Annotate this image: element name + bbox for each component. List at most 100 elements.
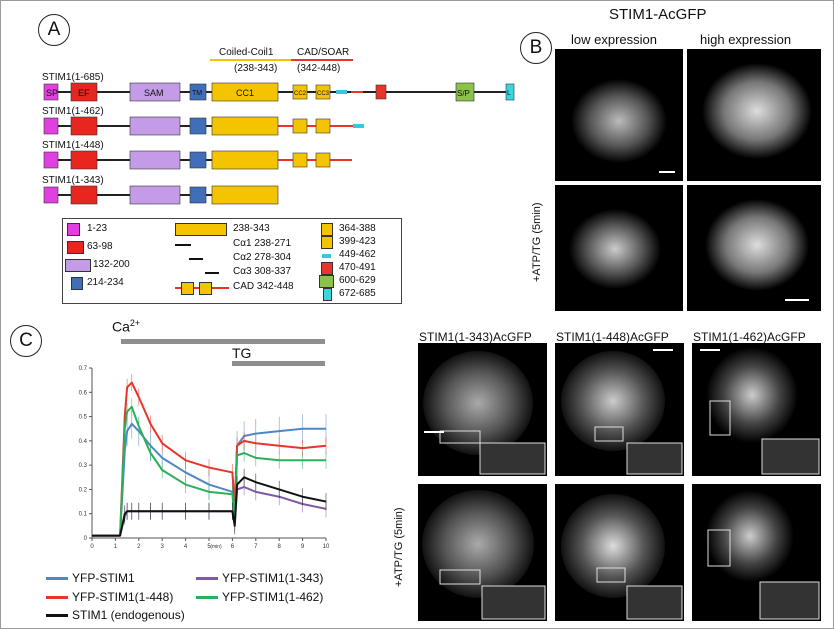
x-tick-label: 7	[254, 544, 258, 550]
high-expression-label: high expression	[700, 32, 792, 47]
cyan-segment	[336, 90, 347, 94]
y-tick-label: 0.5	[79, 415, 88, 421]
y-tick-label: 0.6	[79, 390, 88, 396]
panel-label-c: C	[10, 325, 42, 357]
panel-label-a: A	[38, 14, 70, 46]
micrograph-high-basal	[687, 49, 821, 181]
x-tick-label: 8	[278, 544, 282, 550]
scale-bar	[700, 349, 720, 351]
micrograph-448-treated	[555, 484, 684, 621]
series-line	[92, 381, 327, 537]
sp-label: SP	[46, 88, 58, 98]
construct-name-462: STIM1(1-462)	[42, 106, 104, 117]
legend-swatch-462	[196, 596, 218, 599]
legend-swatch-endogenous	[46, 614, 68, 617]
key-cc1: 238-343	[233, 223, 270, 234]
key-cc1-swatch	[175, 223, 227, 236]
legend-stim1: YFP-STIM1	[72, 571, 135, 585]
key-sp: 1-23	[87, 223, 108, 234]
key-sprich-swatch	[319, 275, 334, 288]
cc3-domain	[315, 84, 331, 100]
chart-series	[92, 374, 327, 537]
y-tick-label: 0.1	[79, 512, 88, 518]
key-ef: 63-98	[87, 241, 113, 252]
coiled-coil-label: Coiled-Coil1	[219, 47, 274, 58]
y-tick-label: 0.7	[79, 366, 88, 372]
x-tick-label: 2	[137, 544, 141, 550]
trunc-title-448: STIM1(1-448)AcGFP	[556, 330, 669, 344]
x-tick-label: 5	[207, 544, 211, 550]
x-tick-label: 3	[161, 544, 165, 550]
key-ef-swatch	[67, 241, 84, 254]
calcium-label-sup: 2+	[129, 318, 141, 328]
key-cc3: 399-423	[339, 236, 376, 247]
domain-key: 1-23 63-98 132-200 214-234 238-343 Cα1 2…	[62, 218, 402, 304]
key-red: 470-491	[339, 262, 376, 273]
sp-rich-label: S/P	[457, 89, 470, 98]
key-ca2-swatch	[189, 258, 203, 260]
sp-domain	[43, 83, 59, 101]
images-title: STIM1-AcGFP	[609, 6, 707, 23]
legend-swatch-stim1	[46, 577, 68, 580]
calcium-label: Ca2+	[112, 318, 140, 335]
construct-name-343: STIM1(1-343)	[42, 175, 104, 186]
x-tick-label: 6	[231, 544, 235, 550]
panel-label-b: B	[520, 32, 552, 64]
key-sam-swatch	[65, 259, 91, 272]
key-cyan: 449-462	[339, 249, 376, 260]
scale-bar	[659, 171, 675, 173]
key-cad-cc3-swatch	[199, 282, 212, 295]
tm-label: TM	[192, 90, 202, 97]
y-tick-label: 0.3	[79, 463, 88, 469]
x-tick-label: 1	[114, 544, 118, 550]
key-l: 672-685	[339, 288, 376, 299]
key-cad-cc2-swatch	[181, 282, 194, 295]
key-tm: 214-234	[87, 277, 124, 288]
ef-label: EF	[78, 88, 90, 98]
cad-bar	[291, 59, 353, 61]
key-cc3-swatch	[321, 236, 333, 249]
construct-name-685: STIM1(1-685)	[42, 72, 104, 83]
key-l-swatch	[323, 288, 332, 301]
key-cc2-swatch	[321, 223, 333, 236]
ef-domain	[70, 82, 98, 102]
legend-343: YFP-STIM1(1-343)	[222, 571, 324, 585]
legend-swatch-343	[196, 577, 218, 580]
coiled-coil-bar	[210, 59, 296, 61]
cad-label: CAD/SOAR	[297, 47, 350, 58]
micrograph-low-treated	[555, 185, 683, 311]
construct-name-448: STIM1(1-448)	[42, 140, 104, 151]
y-tick-label: 0.4	[79, 439, 88, 445]
cc1-domain	[211, 82, 279, 102]
sam-domain	[129, 82, 181, 102]
x-tick-label: 10	[323, 544, 330, 550]
construct-448-diagram	[43, 150, 352, 170]
treatment-label-trunc: +ATP/TG (5min)	[393, 507, 405, 587]
legend-swatch-448	[46, 596, 68, 599]
y-tick-label: 0	[84, 536, 88, 542]
series-line	[92, 422, 326, 537]
key-red-swatch	[321, 262, 333, 275]
sam-label: SAM	[144, 88, 164, 98]
treatment-label-b: +ATP/TG (5min)	[531, 202, 543, 282]
series-line	[92, 405, 326, 537]
x-tick-label: 9	[301, 544, 305, 550]
key-ca1: Cα1 238-271	[233, 238, 292, 249]
key-sam: 132-200	[93, 259, 130, 270]
cc2-label: CC2	[294, 91, 307, 97]
scale-bar	[424, 431, 444, 433]
tg-bar	[232, 361, 325, 366]
x-axis-label: (min)	[210, 544, 222, 550]
cad-range: (342-448)	[297, 63, 341, 74]
legend-448: YFP-STIM1(1-448)	[72, 590, 174, 604]
cc1-label: CC1	[236, 88, 254, 98]
micrograph-343-treated	[418, 484, 547, 621]
l-domain	[505, 83, 515, 101]
micrograph-low-basal	[555, 49, 683, 181]
coiled-coil-range: (238-343)	[234, 63, 278, 74]
calcium-bar	[121, 339, 325, 344]
low-expression-label: low expression	[571, 32, 657, 47]
sp-rich-domain	[455, 82, 475, 102]
y-tick-label: 0.2	[79, 487, 88, 493]
trunc-title-343: STIM1(1-343)AcGFP	[419, 330, 532, 344]
